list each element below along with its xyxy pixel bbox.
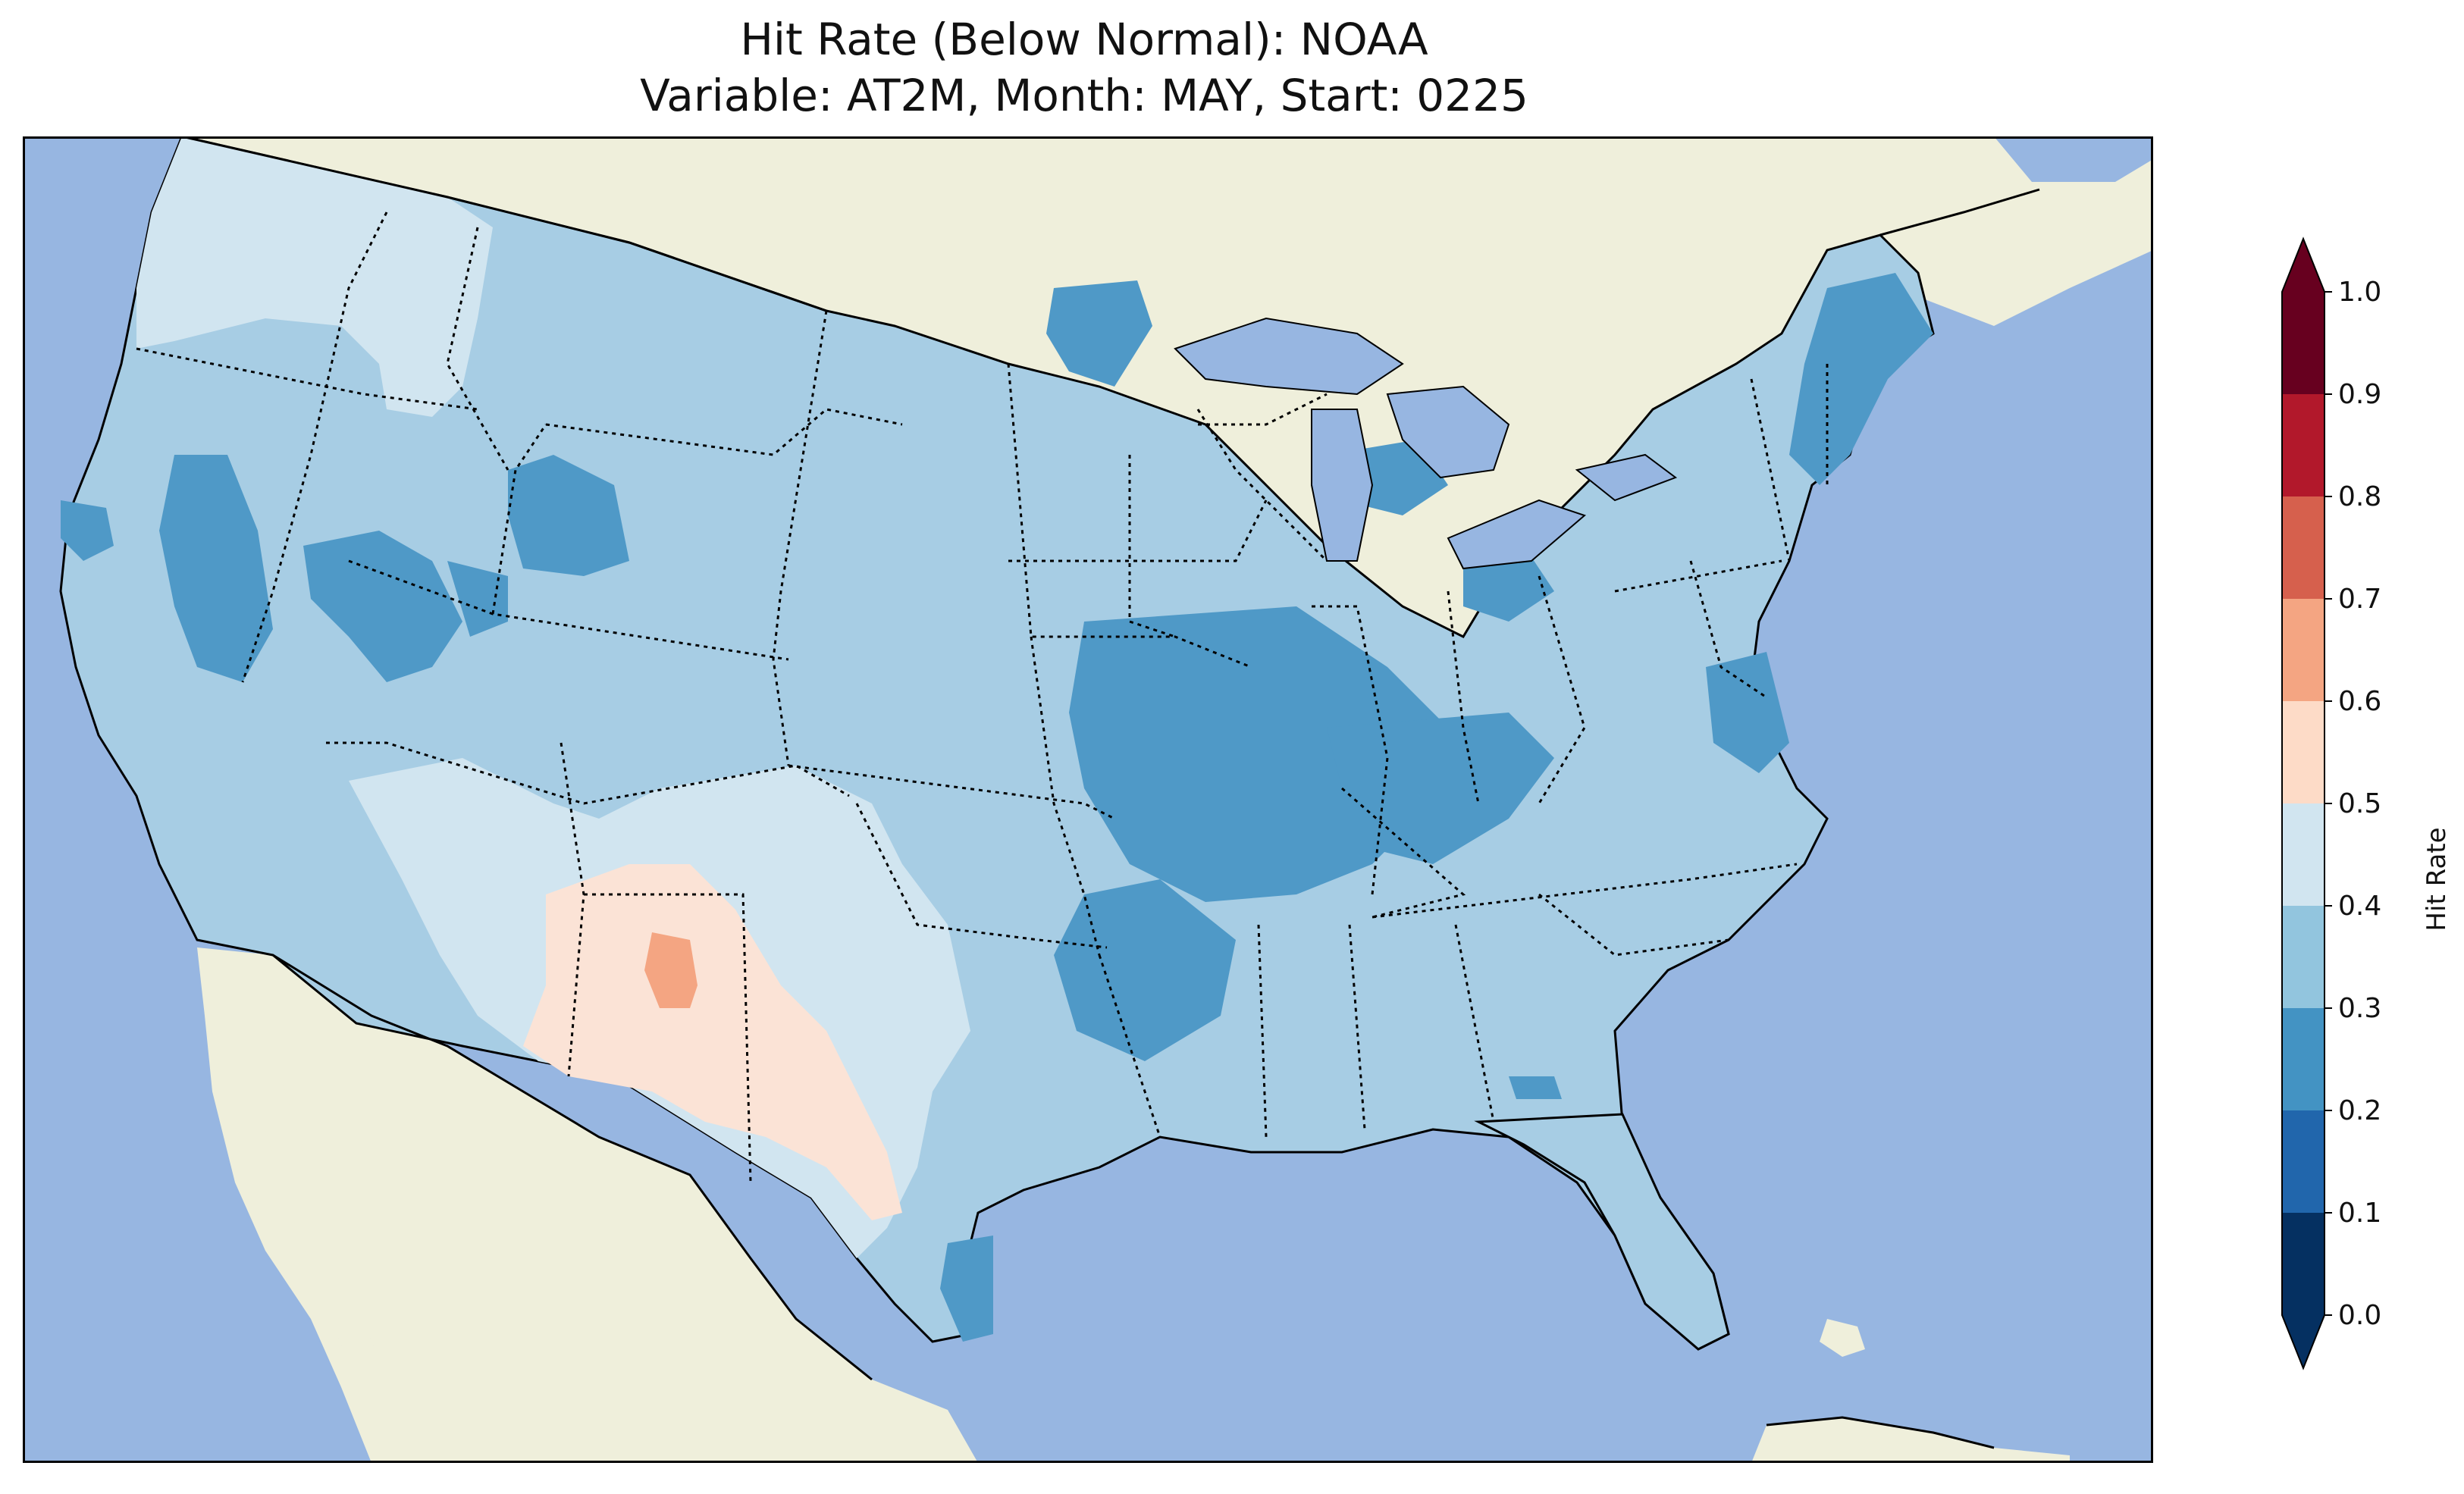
- colorbar-tick-label: 0.5: [2338, 788, 2381, 819]
- region-nm-peach: [523, 864, 902, 1220]
- map-frame: [23, 136, 2153, 1463]
- great-lakes: [1174, 317, 1678, 570]
- canada-land: [182, 136, 2153, 637]
- colorbar-ticks: 0.0 0.1 0.2 0.3 0.4 0.5 0.6 0.7 0.8 0.9 1.0: [2324, 277, 2381, 1331]
- colorbar-tick-label: 0.2: [2338, 1095, 2381, 1126]
- chart-subtitle: Variable: AT2M, Month: MAY, Start: 0225: [640, 70, 1528, 121]
- maritime-land: [1903, 189, 2100, 303]
- island: [1820, 1319, 1865, 1357]
- cuba-land: [1751, 1417, 2070, 1463]
- colorbar-swatch-8: [2282, 394, 2324, 496]
- colorbar-tick-label: 0.8: [2338, 481, 2381, 512]
- colorbar-extend-max: [2282, 239, 2324, 292]
- colorbar-tick-label: 0.4: [2338, 891, 2381, 922]
- florida-land: [1474, 1113, 1730, 1351]
- colorbar-swatch-9: [2282, 292, 2324, 394]
- colorbar-swatch-5: [2282, 701, 2324, 803]
- colorbar-swatch-2: [2282, 1008, 2324, 1110]
- colorbar-swatch-7: [2282, 496, 2324, 599]
- colorbar-swatch-1: [2282, 1110, 2324, 1213]
- colorbar-tick-label: 0.7: [2338, 584, 2381, 615]
- state-borders: [136, 211, 1829, 1183]
- colorbar-tick-label: 1.0: [2338, 277, 2381, 308]
- map-panel: [23, 136, 2153, 1463]
- colorbar-tick-label: 0.9: [2338, 379, 2381, 410]
- region-dark-patches: [61, 273, 1933, 1342]
- baja-land: [205, 970, 432, 1463]
- colorbar-tick-label: 0.6: [2338, 686, 2381, 717]
- region-pnw: [136, 136, 493, 417]
- colorbar-swatch-6: [2282, 599, 2324, 701]
- colorbar-swatch-3: [2282, 906, 2324, 1008]
- region-nm-core: [644, 932, 698, 1008]
- colorbar-swatches: [2281, 236, 2325, 1370]
- colorbar-label: Hit Rate: [2422, 827, 2449, 931]
- colorbar-swatch-0: [2282, 1213, 2324, 1315]
- colorbar-tick-label: 0.3: [2338, 993, 2381, 1024]
- colorbar-tick-label: 0.1: [2338, 1198, 2381, 1229]
- coastlines: [181, 136, 2040, 1449]
- mexico-land: [197, 947, 978, 1463]
- colorbar-tick-label: 0.0: [2338, 1300, 2381, 1331]
- colorbar-swatch-4: [2282, 803, 2324, 906]
- chart-title: Hit Rate (Below Normal): NOAA: [740, 14, 1428, 65]
- colorbar: 0.0 0.1 0.2 0.3 0.4 0.5 0.6 0.7 0.8 0.9 1.0 Hit Ra…: [2281, 236, 2449, 1370]
- colorbar-extend-min: [2282, 1315, 2324, 1368]
